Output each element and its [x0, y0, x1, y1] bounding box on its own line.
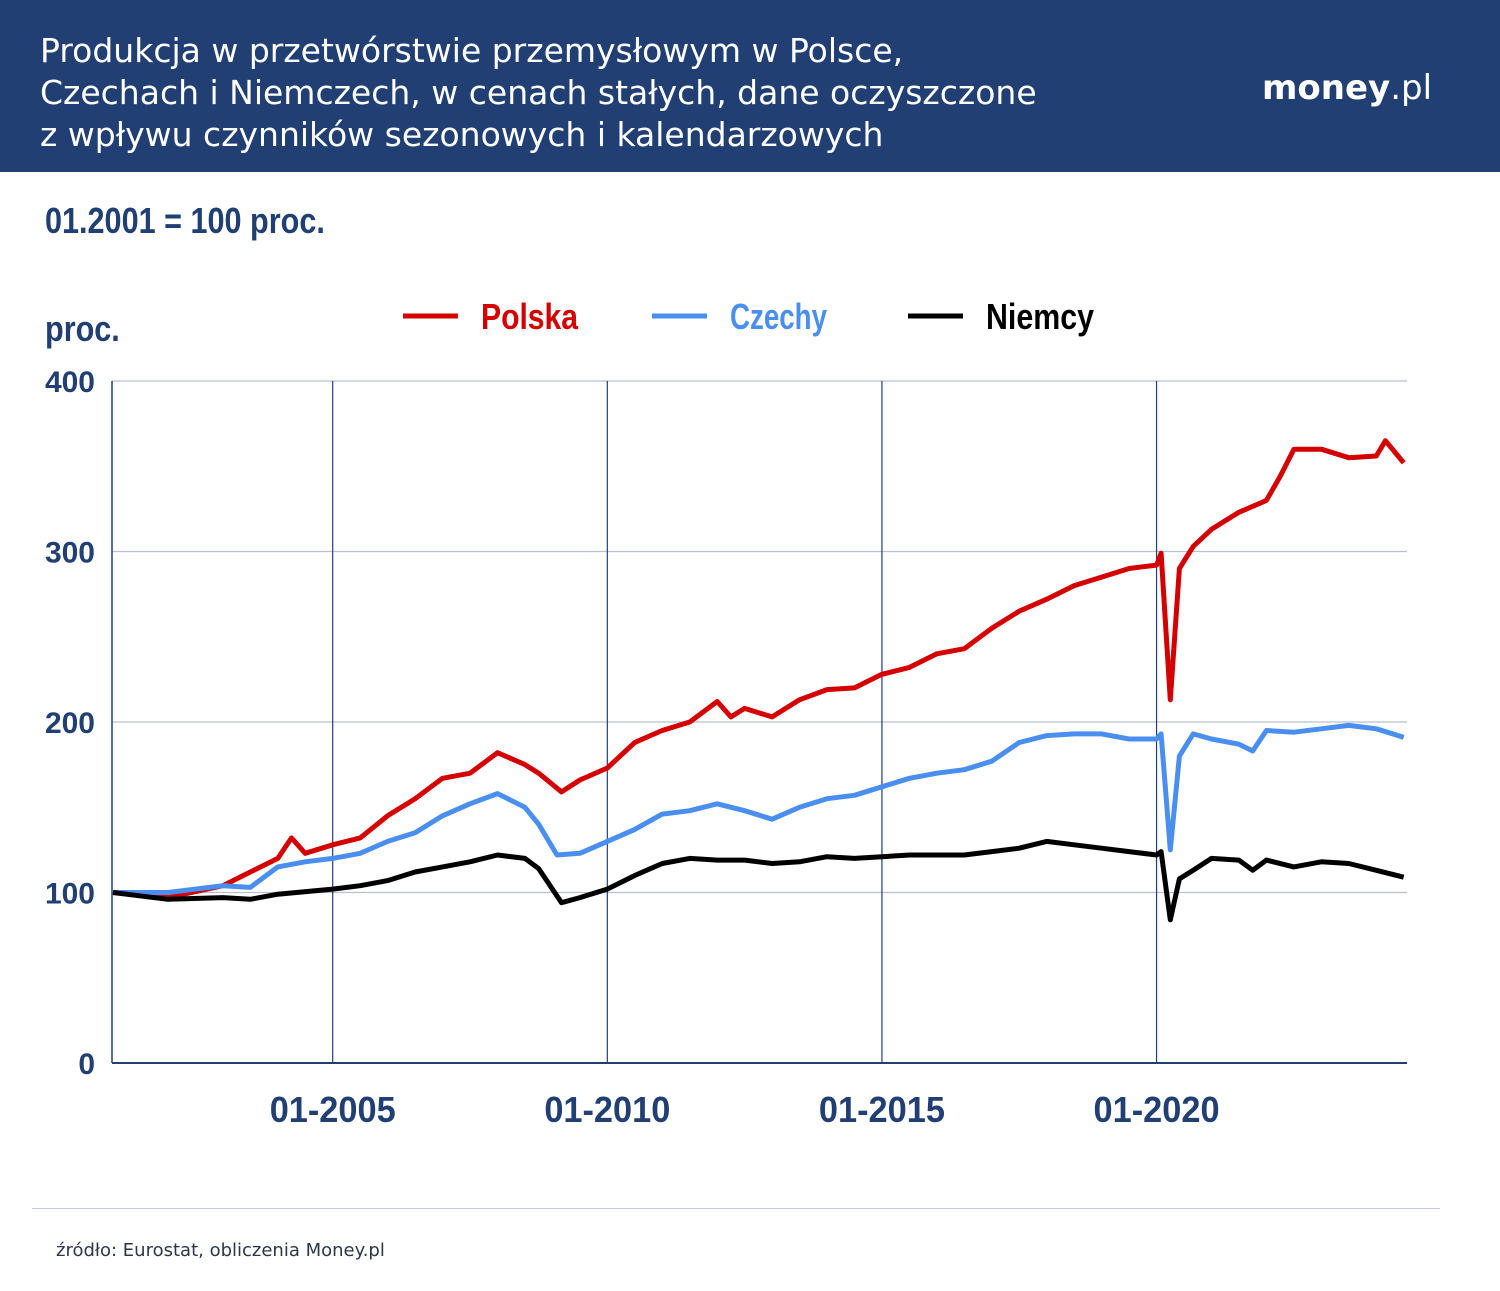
y-tick-label: 200 [45, 707, 95, 740]
logo-bold: money [1262, 68, 1391, 108]
money-pl-logo: money.pl [1262, 68, 1432, 108]
x-tick-label: 01-2020 [1094, 1089, 1220, 1130]
x-tick-label: 01-2010 [544, 1089, 670, 1130]
header-banner: Produkcja w przetwórstwie przemysłowym w… [0, 0, 1500, 172]
y-tick-label: 0 [78, 1048, 95, 1081]
title-line: Produkcja w przetwórstwie przemysłowym w… [40, 31, 904, 70]
legend-label: Niemcy [986, 296, 1094, 337]
source-note: źródło: Eurostat, obliczenia Money.pl [56, 1240, 385, 1261]
y-tick-label: 100 [45, 878, 95, 911]
series-line-polska [112, 438, 1406, 901]
line-chart: 0 100 200 300 400 01-2005 01-2010 01-2015 01-202… [45, 296, 1407, 1130]
y-tick-label: 400 [45, 366, 95, 399]
chart-subtitle: 01.2001 = 100 proc. [45, 200, 325, 241]
y-tick-label: 300 [45, 537, 95, 570]
chart-title: Produkcja w przetwórstwie przemysłowym w… [40, 30, 1190, 156]
title-line: Czechach i Niemczech, w cenach stałych, … [40, 73, 1037, 112]
series-line-niemcy [112, 838, 1405, 923]
series-line-czechy [113, 722, 1405, 895]
legend-label: Polska [481, 296, 579, 337]
title-line: z wpływu czynników sezonowych i kalendar… [40, 115, 884, 154]
logo-rest: .pl [1390, 68, 1433, 108]
footer-divider [32, 1208, 1440, 1209]
x-tick-label: 01-2005 [270, 1089, 396, 1130]
legend-label: Czechy [730, 296, 827, 337]
x-tick-label: 01-2015 [819, 1089, 945, 1130]
y-axis-label: proc. [45, 308, 120, 349]
